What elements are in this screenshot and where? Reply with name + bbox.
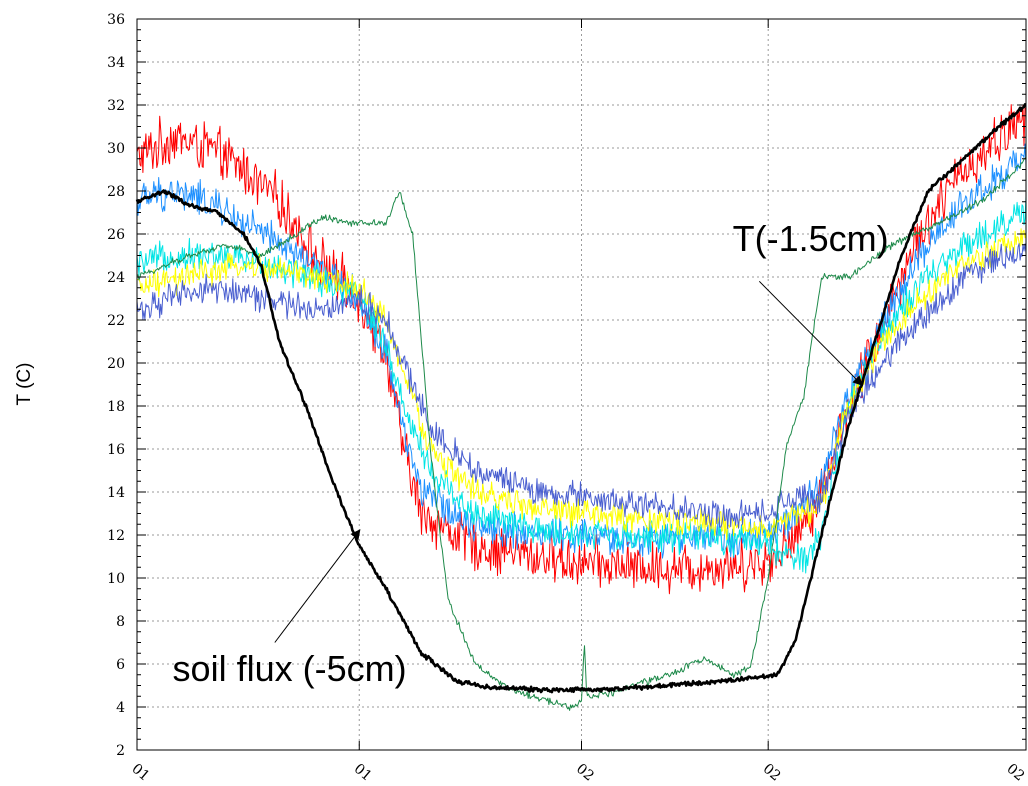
y-tick-label: 18 [107, 399, 125, 415]
y-tick-label: 24 [107, 270, 125, 286]
x-tick-label: 02 [760, 761, 784, 785]
y-tick-label: 30 [107, 141, 125, 157]
y-tick-label: 20 [107, 356, 125, 372]
y-tick-label: 2 [116, 743, 125, 759]
y-tick-label: 12 [107, 528, 125, 544]
y-tick-label: 28 [107, 184, 125, 200]
annotation-label: soil flux (-5cm) [173, 648, 407, 689]
series-line [135, 103, 1027, 694]
x-tick-label: 02 [573, 761, 597, 785]
x-tick-label: 01 [351, 761, 375, 785]
annotation-arrow [274, 529, 361, 643]
y-axis-title: T (C) [14, 363, 35, 406]
data-series [135, 103, 1027, 711]
y-tick-label: 8 [116, 614, 125, 630]
grid-lines [137, 19, 1026, 750]
series-line [136, 156, 1027, 711]
y-tick-label: 34 [107, 55, 125, 71]
y-tick-label: 36 [107, 12, 125, 28]
y-tick-label: 10 [107, 571, 125, 587]
series-line [136, 104, 1027, 595]
x-tick-label: 02 [1003, 761, 1027, 785]
y-tick-label: 4 [116, 700, 125, 716]
annotation-arrow [758, 280, 863, 386]
y-tick-label: 14 [107, 485, 125, 501]
y-tick-label: 32 [107, 98, 125, 114]
annotation-label: T(-1.5cm) [733, 218, 889, 259]
annotations: T(-1.5cm) soil flux (-5cm) [173, 218, 889, 689]
series-line [136, 228, 1027, 541]
y-tick-label: 22 [107, 313, 125, 329]
y-tick-label: 6 [116, 657, 125, 673]
series-line [136, 243, 1027, 530]
y-tick-label: 26 [107, 227, 125, 243]
series-line [136, 196, 1027, 574]
x-tick-label: 01 [128, 761, 152, 785]
y-tick-label: 16 [107, 442, 125, 458]
